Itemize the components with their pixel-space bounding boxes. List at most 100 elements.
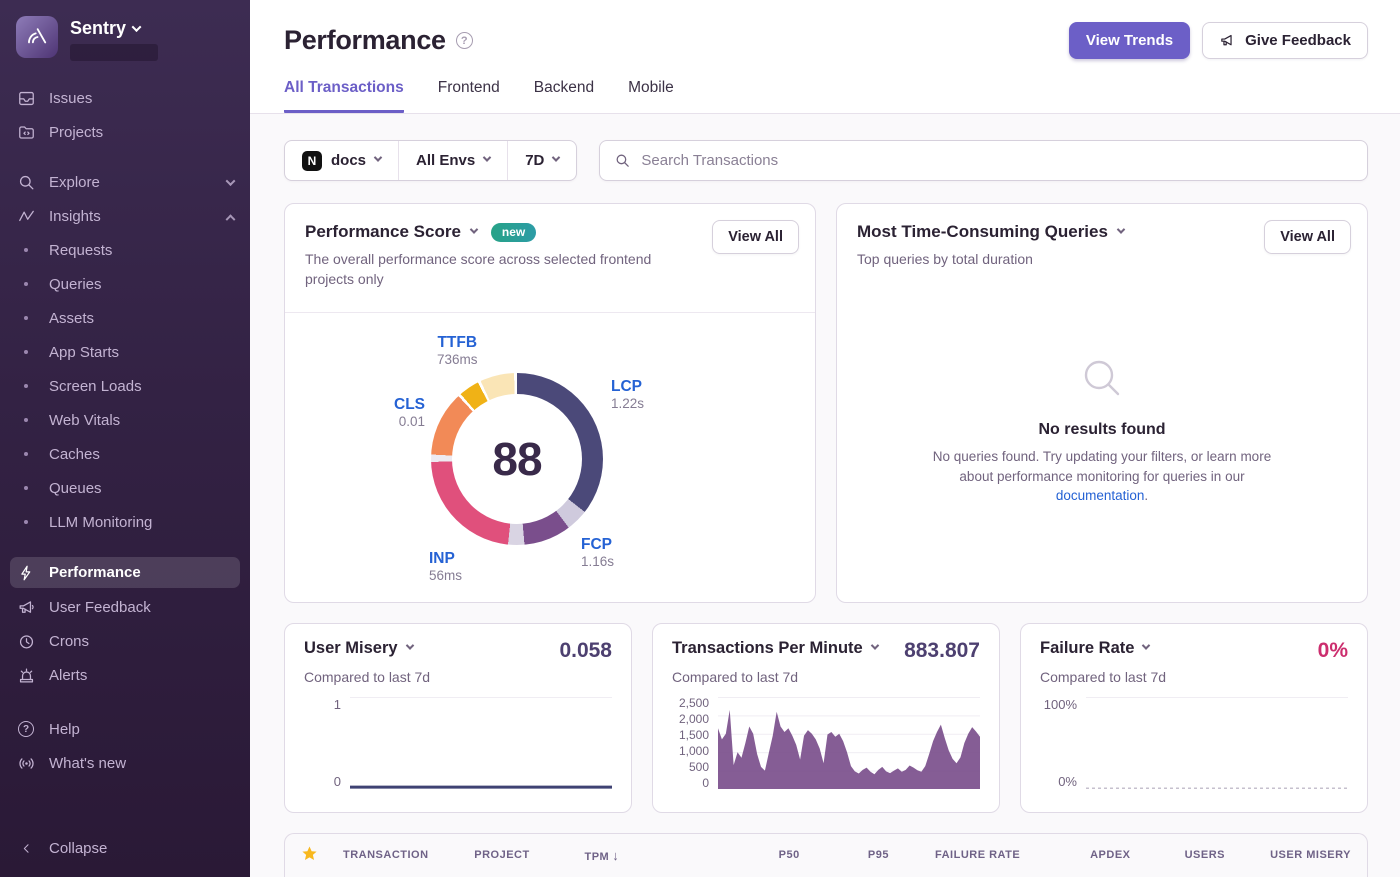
card-title-label: User Misery <box>304 639 398 657</box>
sidebar-item-performance[interactable]: Performance <box>10 557 240 588</box>
page-help-icon[interactable]: ? <box>455 32 473 49</box>
y-tick: 2,000 <box>678 712 709 726</box>
lightning-icon <box>16 563 36 583</box>
page-title: Performance <box>284 25 446 55</box>
y-tick: 500 <box>688 760 709 774</box>
project-filter[interactable]: N docs <box>285 141 398 180</box>
sidebar-item-alerts[interactable]: Alerts <box>0 658 250 692</box>
tpm-dropdown[interactable]: Transactions Per Minute <box>672 639 879 658</box>
sidebar-item-app-starts[interactable]: App Starts <box>0 335 250 369</box>
sentry-logo <box>16 16 58 58</box>
sidebar-item-queues[interactable]: Queues <box>0 471 250 505</box>
sidebar-item-caches[interactable]: Caches <box>0 437 250 471</box>
card-description: The overall performance score across sel… <box>305 251 652 288</box>
org-switcher[interactable]: Sentry <box>0 0 250 69</box>
search-input[interactable] <box>641 152 1353 169</box>
sidebar-item-user-feedback[interactable]: User Feedback <box>0 590 250 624</box>
tab-bar: All Transactions Frontend Backend Mobile <box>284 79 1368 113</box>
chevron-down-icon <box>482 153 492 162</box>
user-misery-chart: 1 0 <box>304 697 612 789</box>
sidebar-item-label: Web Vitals <box>49 411 121 429</box>
tab-frontend[interactable]: Frontend <box>437 79 500 96</box>
sidebar-item-label: Help <box>49 720 80 738</box>
clock-icon <box>16 631 36 651</box>
sidebar-item-llm-monitoring[interactable]: LLM Monitoring <box>0 505 250 539</box>
transaction-search[interactable] <box>599 140 1368 181</box>
sidebar-item-issues[interactable]: Issues <box>0 81 250 115</box>
chevron-up-icon <box>225 213 236 224</box>
queries-empty-state: No results found No queries found. Try u… <box>837 354 1367 506</box>
give-feedback-label: Give Feedback <box>1245 32 1351 49</box>
queries-dropdown[interactable]: Most Time-Consuming Queries <box>857 222 1126 242</box>
column-p50[interactable]: P50 <box>778 849 800 861</box>
megaphone-icon <box>1221 34 1232 46</box>
column-users[interactable]: USERS <box>1184 849 1225 861</box>
column-project[interactable]: PROJECT <box>474 849 530 861</box>
tab-all-transactions[interactable]: All Transactions <box>284 79 404 113</box>
tpm-chart: 2,500 2,000 1,500 1,000 500 0 <box>672 697 980 789</box>
sidebar-collapse-button[interactable]: Collapse <box>0 831 250 865</box>
user-misery-card: User Misery 0.058 Compared to last 7d 1 … <box>284 623 632 813</box>
filter-bar: N docs All Envs 7D <box>284 140 1368 181</box>
column-user-misery[interactable]: USER MISERY <box>1270 849 1351 861</box>
tab-mobile[interactable]: Mobile <box>628 79 674 96</box>
vital-ttfb: TTFB 736ms <box>437 334 478 368</box>
sidebar-item-whats-new[interactable]: What's new <box>0 746 250 780</box>
sidebar-item-projects[interactable]: Projects <box>0 115 250 149</box>
sidebar-item-web-vitals[interactable]: Web Vitals <box>0 403 250 437</box>
sidebar-item-insights[interactable]: Insights <box>0 199 250 233</box>
chevron-down-icon <box>1116 224 1126 234</box>
score-view-all-button[interactable]: View All <box>712 220 799 254</box>
failure-rate-dropdown[interactable]: Failure Rate <box>1040 639 1151 658</box>
bullet-icon <box>16 342 36 362</box>
performance-score-card: Performance Score new The overall perfor… <box>284 203 816 603</box>
sidebar-item-explore[interactable]: Explore <box>0 165 250 199</box>
tab-backend[interactable]: Backend <box>533 79 595 96</box>
vital-lcp: LCP 1.22s <box>611 378 645 412</box>
search-icon <box>16 172 36 192</box>
sidebar-item-crons[interactable]: Crons <box>0 624 250 658</box>
date-range-filter[interactable]: 7D <box>507 141 576 180</box>
vital-cls: CLS 0.01 <box>394 396 425 430</box>
nextjs-project-icon: N <box>302 150 322 171</box>
y-tick: 1,500 <box>678 728 709 742</box>
documentation-link[interactable]: documentation <box>1055 488 1145 504</box>
y-tick: 2,500 <box>678 696 709 710</box>
column-tpm[interactable]: TPM ↓ <box>584 847 620 863</box>
column-failure-rate[interactable]: FAILURE RATE <box>935 849 1021 861</box>
column-apdex[interactable]: APDEX <box>1090 849 1131 861</box>
bullet-icon <box>16 512 36 532</box>
search-icon <box>616 154 630 167</box>
column-transaction[interactable]: TRANSACTION <box>343 849 429 861</box>
performance-score-dropdown[interactable]: Performance Score new <box>305 222 658 242</box>
bullet-icon <box>16 240 36 260</box>
user-misery-dropdown[interactable]: User Misery <box>304 639 414 658</box>
sidebar-item-label: Explore <box>49 173 100 191</box>
chevron-down-icon <box>469 224 479 234</box>
star-column-header[interactable] <box>301 845 343 865</box>
give-feedback-button[interactable]: Give Feedback <box>1202 22 1368 59</box>
sidebar-item-screen-loads[interactable]: Screen Loads <box>0 369 250 403</box>
sidebar-item-requests[interactable]: Requests <box>0 233 250 267</box>
time-consuming-queries-card: Most Time-Consuming Queries Top queries … <box>836 203 1368 603</box>
card-description: Top queries by total duration <box>857 251 1033 267</box>
content-area: N docs All Envs 7D <box>250 114 1400 877</box>
sidebar-item-queries[interactable]: Queries <box>0 267 250 301</box>
view-trends-button[interactable]: View Trends <box>1068 22 1191 59</box>
sidebar-item-label: LLM Monitoring <box>49 513 153 531</box>
vital-inp: INP 56ms <box>429 550 463 584</box>
page-header: Performance ? View Trends Give Feedback … <box>250 0 1400 113</box>
queries-view-all-button[interactable]: View All <box>1264 220 1351 254</box>
environment-filter[interactable]: All Envs <box>398 141 507 180</box>
sidebar-item-label: Alerts <box>49 666 88 684</box>
chevron-down-icon <box>1142 641 1151 650</box>
chevron-down-icon <box>552 153 561 162</box>
card-title-label: Most Time-Consuming Queries <box>857 222 1108 241</box>
column-p95[interactable]: P95 <box>867 849 889 861</box>
sidebar-item-help[interactable]: ? Help <box>0 712 250 746</box>
sidebar-item-label: Issues <box>49 89 93 107</box>
y-axis-max: 1 <box>333 697 341 712</box>
performance-score-value: 88 <box>492 432 542 485</box>
sidebar-item-assets[interactable]: Assets <box>0 301 250 335</box>
bullet-icon <box>16 308 36 328</box>
